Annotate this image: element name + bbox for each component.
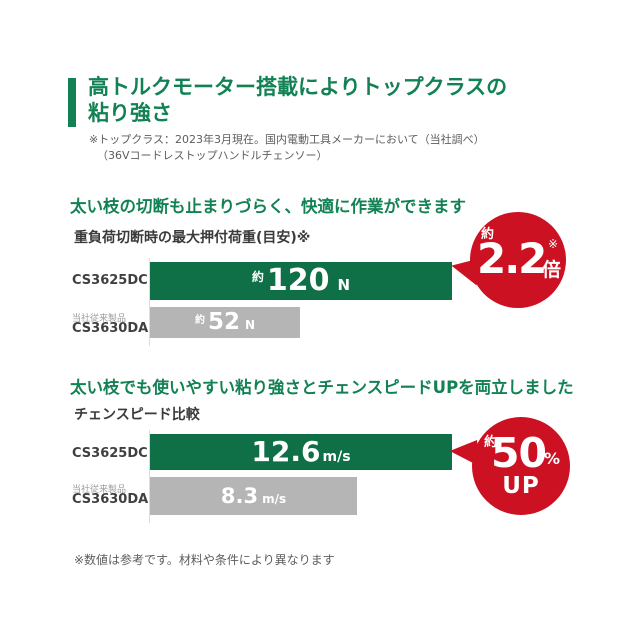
section2-heading: 太い枝でも使いやすい粘り強さとチェンスピードUPを両立しました (70, 378, 574, 397)
footer-disclaimer: ※数値は参考です。材料や条件により異なります (74, 553, 335, 567)
chart1-row1-label: CS3625DC (72, 273, 148, 288)
chart1-row2-label: CS3630DA (72, 321, 149, 336)
title-note-line1: ※トップクラス：2023年3月現在。国内電動工具メーカーにおいて（当社調べ） (89, 133, 485, 146)
badge2-value: 50 (491, 429, 547, 477)
chart2-row2-sublabel: 当社従来製品 (72, 485, 127, 495)
callout-badge-2-2x: 約 2.2 ※ 倍 (470, 212, 566, 308)
chart2-bar-cs3630da: 8.3 m/s (150, 477, 357, 515)
badge1-unit: 倍 (541, 259, 561, 281)
chart1-title: 重負荷切断時の最大押付荷重(目安)※ (74, 230, 311, 246)
badge2-up-text: UP (502, 473, 540, 499)
chart1-bar-cs3630da: 約 52 N (150, 307, 300, 338)
badge2-prefix: 約 (484, 435, 498, 450)
page-title: 高トルクモーター搭載によりトップクラスの 粘り強さ (88, 74, 507, 126)
chart1-axis-line (149, 258, 150, 346)
section1-heading: 太い枝の切断も止まりづらく、快適に作業ができます (70, 197, 466, 216)
chart2-bar1-unit: m/s (322, 449, 351, 465)
badge1-prefix: 約 (481, 227, 495, 242)
chart1-bar1-value-prefix: 約 (251, 270, 264, 284)
chart2-row2-label: CS3630DA (72, 492, 149, 507)
chart2-bar-cs3625dc: 12.6 m/s (150, 434, 452, 470)
chart2-bar2-unit: m/s (262, 492, 287, 506)
chart2-bar2-value: 8.3 (220, 484, 259, 508)
chart1-bar2-unit: N (244, 318, 256, 332)
badge2-unit: % (544, 449, 561, 468)
chart2-title: チェンスピード比較 (74, 407, 200, 423)
chart2-axis-line (149, 430, 150, 523)
callout-badge-50pct-up: 約 50 % UP (472, 417, 570, 515)
page-title-line2: 粘り強さ (88, 101, 172, 125)
header-accent-bar (68, 78, 76, 127)
chart1-bar2-value: 52 (207, 309, 240, 335)
chart1-bar2-value-prefix: 約 (194, 315, 205, 326)
badge1-note-mark: ※ (547, 237, 558, 251)
page-title-line1: 高トルクモーター搭載によりトップクラスの (88, 75, 508, 99)
chart1-bar1-value: 120 (266, 263, 330, 298)
badge1-value: 2.2 (477, 234, 547, 283)
chart2-bar1-value: 12.6 (251, 435, 321, 468)
chart1-bar1-unit: N (337, 276, 351, 294)
chart2-row1-label: CS3625DC (72, 446, 148, 461)
title-note-line2: （36Vコードレストップハンドルチェンソー） (97, 149, 328, 162)
chart1-row2-sublabel: 当社従来製品 (72, 314, 127, 324)
chart1-bar-cs3625dc: 約 120 N (150, 262, 452, 300)
